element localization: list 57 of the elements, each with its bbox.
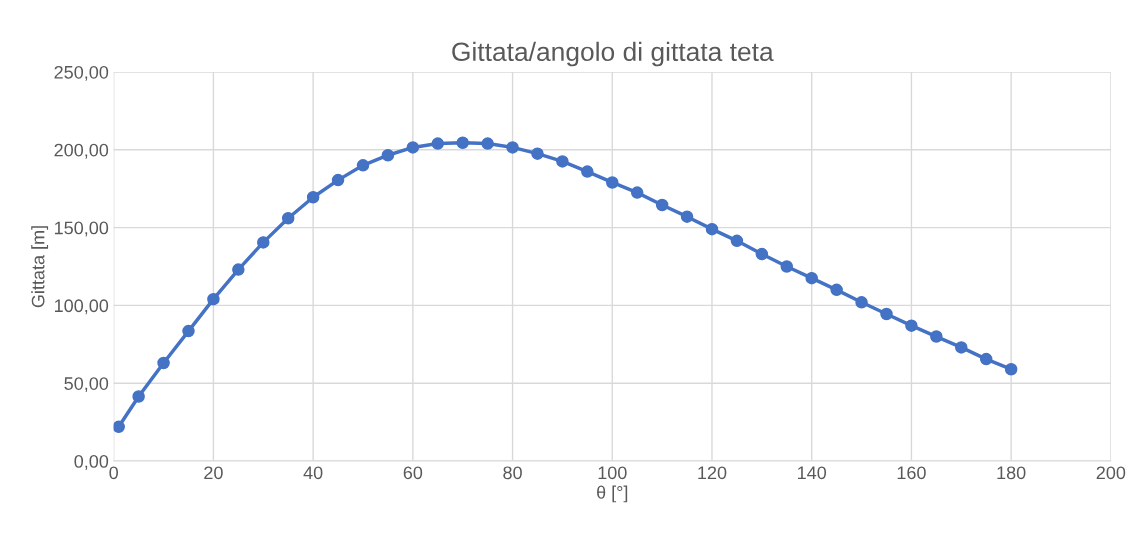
y-tick-label: 50,00 — [64, 377, 109, 393]
point — [730, 234, 744, 248]
point — [481, 137, 494, 150]
point — [630, 186, 644, 199]
point — [606, 176, 619, 189]
point — [655, 198, 669, 212]
point — [157, 356, 170, 370]
point — [979, 352, 993, 366]
point — [705, 222, 719, 236]
point — [506, 141, 519, 154]
point — [805, 271, 818, 285]
point — [257, 236, 270, 249]
x-tick-label: 80 — [503, 466, 522, 480]
y-tick-label: 250,00 — [54, 65, 109, 81]
y-tick-label: 200,00 — [54, 143, 109, 159]
point — [381, 148, 395, 162]
y-axis-title: Gittata [m] — [31, 226, 49, 308]
point — [755, 247, 769, 261]
x-tick-label: 100 — [598, 466, 627, 480]
point — [182, 324, 195, 338]
point — [331, 173, 345, 187]
point — [556, 155, 569, 168]
y-tick-label: 150,00 — [55, 221, 109, 237]
point — [531, 147, 544, 160]
point — [930, 330, 943, 343]
x-tick-label: 20 — [204, 466, 223, 480]
x-tick-label: 0 — [109, 466, 119, 480]
point — [456, 136, 469, 150]
chart-title: Gittata/angolo di gittata teta — [452, 41, 774, 67]
point — [406, 141, 420, 154]
x-tick-label: 160 — [897, 466, 926, 480]
x-tick-label: 140 — [798, 466, 827, 480]
point — [905, 319, 918, 332]
point — [113, 420, 125, 434]
point — [680, 210, 694, 223]
point — [281, 212, 295, 225]
point — [232, 263, 245, 276]
point — [356, 159, 370, 172]
x-tick-label: 120 — [698, 466, 727, 480]
point — [581, 165, 594, 178]
x-tick-label: 200 — [1096, 466, 1126, 480]
point — [1004, 362, 1018, 376]
y-tick-label: 0,00 — [74, 454, 109, 470]
point — [855, 296, 868, 309]
point — [880, 307, 893, 321]
x-tick-label: 180 — [997, 466, 1026, 480]
point — [780, 260, 794, 273]
point — [830, 283, 843, 297]
point — [207, 292, 220, 306]
point — [132, 390, 145, 403]
point — [431, 137, 445, 150]
x-tick-label: 60 — [403, 466, 423, 480]
y-tick-label: 100,00 — [55, 299, 109, 315]
x-tick-label: 40 — [303, 466, 323, 480]
x-axis-title: θ [°] — [597, 485, 628, 503]
point — [955, 341, 968, 354]
point — [306, 190, 320, 204]
